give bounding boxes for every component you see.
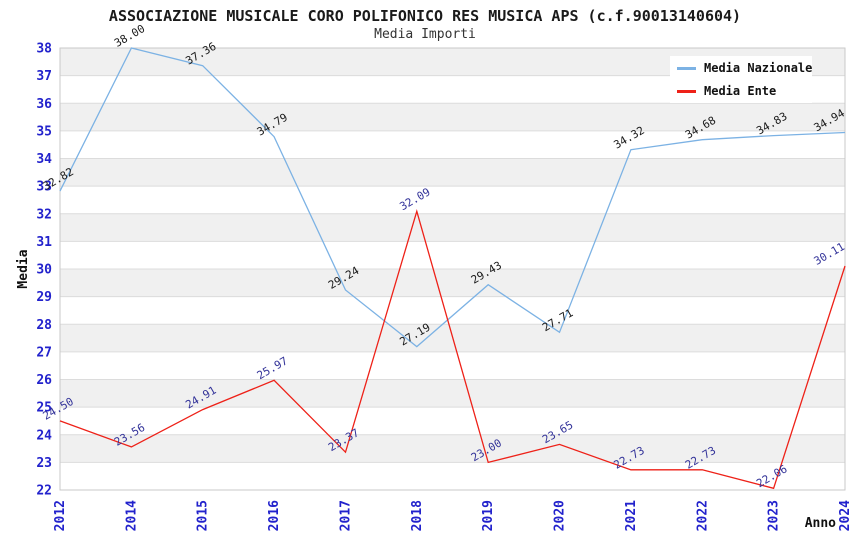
- legend-item-media-nazionale: Media Nazionale: [677, 61, 812, 75]
- x-tick-label: 2022: [695, 500, 710, 531]
- media-nazionale-line-icon: [677, 66, 696, 70]
- point-label: 38.00: [112, 22, 147, 50]
- y-tick-label: 24: [36, 428, 52, 443]
- series-line-1: [59, 208, 846, 490]
- grid-band: [60, 213, 845, 242]
- grid-band: [60, 103, 845, 131]
- y-tick-label: 30: [36, 263, 52, 278]
- x-tick-label: 2018: [410, 500, 425, 531]
- x-tick-label: 2016: [267, 500, 282, 531]
- y-tick-label: 37: [36, 69, 52, 84]
- media-ente-line-icon: [677, 89, 696, 93]
- y-tick-label: 38: [36, 42, 52, 57]
- x-tick-label: 2024: [838, 500, 850, 531]
- grid-band: [60, 434, 845, 463]
- y-tick-label: 23: [36, 456, 52, 471]
- grid-band: [60, 158, 845, 187]
- legend-item-media-ente: Media Ente: [677, 84, 812, 98]
- chart-subtitle: Media Importi: [374, 27, 476, 42]
- y-tick-label: 35: [36, 124, 52, 139]
- y-tick-label: 36: [36, 97, 52, 112]
- x-tick-label: 2019: [481, 500, 496, 531]
- legend: Media Nazionale Media Ente: [670, 56, 812, 103]
- grid-band: [60, 186, 845, 214]
- grid-band: [60, 407, 845, 435]
- x-tick-label: 2014: [124, 500, 139, 531]
- x-tick-label: 2017: [339, 500, 354, 531]
- grid-band: [60, 379, 845, 408]
- y-tick-label: 34: [36, 152, 52, 167]
- grid-band: [60, 351, 845, 380]
- x-tick-label: 2023: [767, 500, 782, 531]
- x-tick-label: 2012: [53, 500, 68, 531]
- x-tick-label: 2015: [196, 500, 211, 531]
- y-tick-label: 31: [36, 235, 52, 250]
- grid-band: [60, 269, 845, 297]
- grid-band: [60, 130, 845, 159]
- series-line-0: [59, 47, 846, 348]
- y-axis-title: Media: [16, 249, 31, 288]
- y-tick-label: 29: [36, 290, 52, 305]
- y-tick-label: 22: [36, 484, 52, 499]
- grid-band: [60, 296, 845, 325]
- y-tick-label: 25: [36, 401, 52, 416]
- y-tick-label: 28: [36, 318, 52, 333]
- y-tick-label: 33: [36, 180, 52, 195]
- y-tick-label: 27: [36, 345, 52, 360]
- chart-title: ASSOCIAZIONE MUSICALE CORO POLIFONICO RE…: [108, 7, 742, 25]
- x-tick-label: 2020: [553, 500, 568, 531]
- legend-label-media-ente: Media Ente: [704, 84, 777, 98]
- grid-band: [60, 241, 845, 270]
- legend-label-media-nazionale: Media Nazionale: [704, 61, 813, 75]
- y-tick-label: 32: [36, 207, 52, 222]
- x-tick-label: 2021: [624, 500, 639, 531]
- y-tick-label: 26: [36, 373, 52, 388]
- plot-border: [59, 47, 846, 491]
- x-axis-title: Anno: [805, 516, 836, 531]
- grid-band: [60, 462, 845, 491]
